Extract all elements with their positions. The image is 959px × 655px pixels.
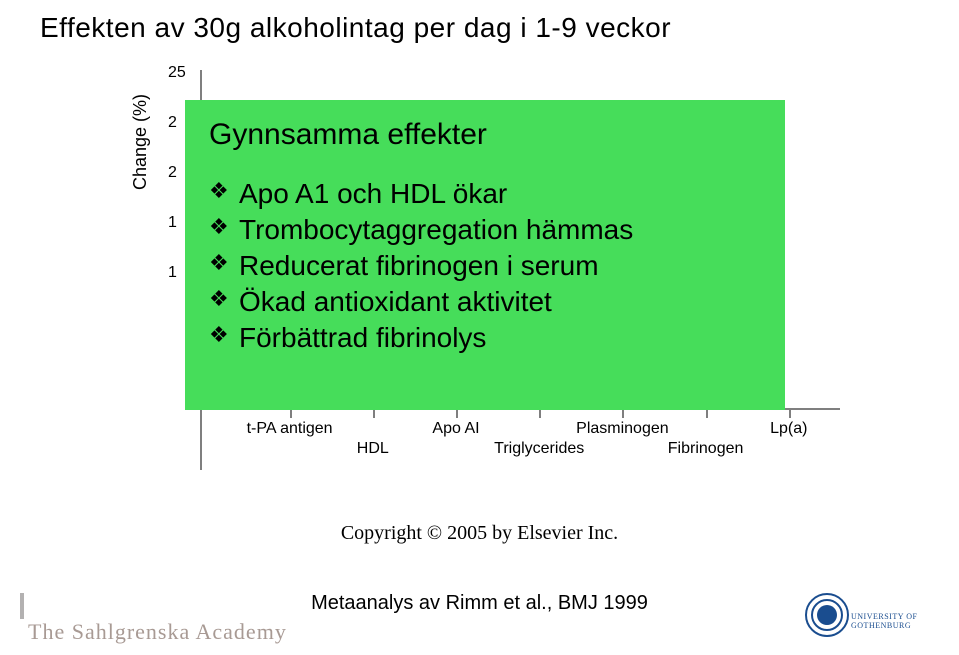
x-tick — [373, 410, 375, 418]
x-tick-label: HDL — [323, 440, 423, 458]
x-tick — [539, 410, 541, 418]
page-title: Effekten av 30g alkoholintag per dag i 1… — [40, 12, 671, 44]
effects-box: Gynnsamma effekter Apo A1 och HDL ökar T… — [185, 100, 785, 410]
ytick-2: 2 — [168, 164, 177, 182]
x-tick-label: Triglycerides — [489, 440, 589, 458]
gothenburg-seal-icon — [805, 593, 849, 637]
effect-item: Förbättrad fibrinolys — [209, 322, 761, 354]
x-tick — [622, 410, 624, 418]
ytick-3: 1 — [168, 214, 177, 232]
x-tick — [706, 410, 708, 418]
y-axis-label: Change (%) — [130, 94, 151, 190]
ytick-1: 2 — [168, 114, 177, 132]
ytick-4: 1 — [168, 264, 177, 282]
effects-list: Apo A1 och HDL ökar Trombocytaggregation… — [209, 178, 761, 354]
x-tick-label: Lp(a) — [739, 420, 839, 438]
effect-item: Ökad antioxidant aktivitet — [209, 286, 761, 318]
x-tick — [789, 410, 791, 418]
effects-heading: Gynnsamma effekter — [209, 118, 761, 152]
x-tick — [290, 410, 292, 418]
ytick-0: 25 — [168, 64, 186, 82]
x-tick — [456, 410, 458, 418]
x-tick-label: Fibrinogen — [656, 440, 756, 458]
effect-item: Reducerat fibrinogen i serum — [209, 250, 761, 282]
x-tick-label: Plasminogen — [572, 420, 672, 438]
effect-item: Apo A1 och HDL ökar — [209, 178, 761, 210]
sahlgrenska-bar — [20, 593, 24, 619]
x-tick-label: t-PA antigen — [240, 420, 340, 438]
sahlgrenska-logo-text: The Sahlgrenska Academy — [28, 619, 287, 645]
effect-item: Trombocytaggregation hämmas — [209, 214, 761, 246]
copyright-line: Copyright © 2005 by Elsevier Inc. — [0, 522, 959, 545]
x-tick-label: Apo AI — [406, 420, 506, 438]
gothenburg-logo-text: UNIVERSITY OF GOTHENBURG — [851, 613, 941, 631]
